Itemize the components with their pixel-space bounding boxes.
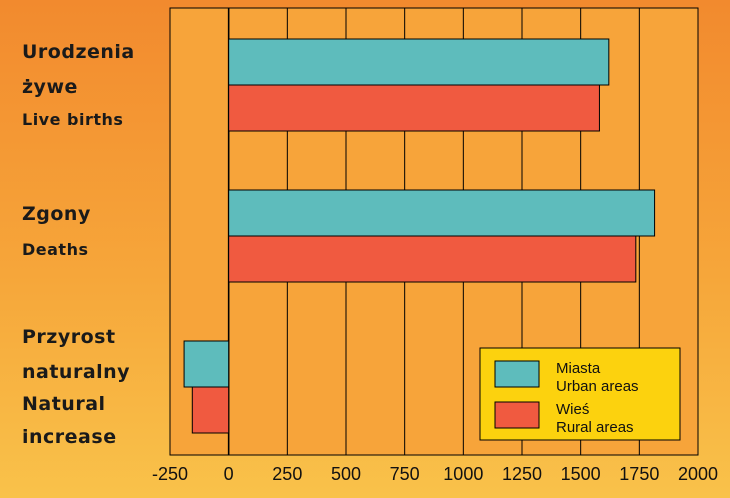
category-label-0-pl-0: Urodzenia	[22, 41, 135, 63]
bar-urban-2	[183, 340, 230, 388]
bars	[183, 38, 656, 434]
category-label-1-pl-0: Zgony	[22, 203, 91, 225]
category-label-2-en-1: increase	[22, 426, 117, 448]
legend-label-urban-en: Urban areas	[556, 378, 639, 395]
x-tick-label: 1000	[443, 464, 483, 484]
legend-label-urban-pl: Miasta	[556, 360, 601, 377]
bar-rural-2	[191, 386, 230, 434]
x-tick-label: 1250	[502, 464, 542, 484]
category-label-2-pl-0: Przyrost	[22, 326, 116, 348]
x-tick-label: 750	[390, 464, 420, 484]
legend-label-rural-en: Rural areas	[556, 419, 634, 436]
x-tick-label: 0	[224, 464, 234, 484]
x-tick-label: 1500	[561, 464, 601, 484]
legend: Miasta Urban areas Wieś Rural areas	[479, 347, 681, 441]
x-tick-label: 500	[331, 464, 361, 484]
legend-label-rural-pl: Wieś	[556, 401, 589, 418]
category-label-0-pl-1: żywe	[22, 76, 78, 98]
x-axis-ticks: -250 0 250 500 750 1000 1250 1500 1750 2000	[152, 464, 718, 484]
bar-urban-0	[228, 38, 610, 86]
category-label-1-en-0: Deaths	[22, 240, 89, 259]
bar-rural-1	[228, 235, 637, 283]
bar-rural-0	[228, 84, 600, 132]
x-tick-label: -250	[152, 464, 188, 484]
category-label-0-en-0: Live births	[22, 110, 124, 129]
x-tick-label: 1750	[619, 464, 659, 484]
legend-swatch-rural	[494, 401, 540, 429]
category-label-2-en-0: Natural	[22, 393, 106, 415]
category-label-2-pl-1: naturalny	[22, 361, 131, 383]
bar-urban-1	[228, 189, 656, 237]
x-tick-label: 2000	[678, 464, 718, 484]
legend-swatch-urban	[494, 360, 540, 388]
x-tick-label: 250	[272, 464, 302, 484]
